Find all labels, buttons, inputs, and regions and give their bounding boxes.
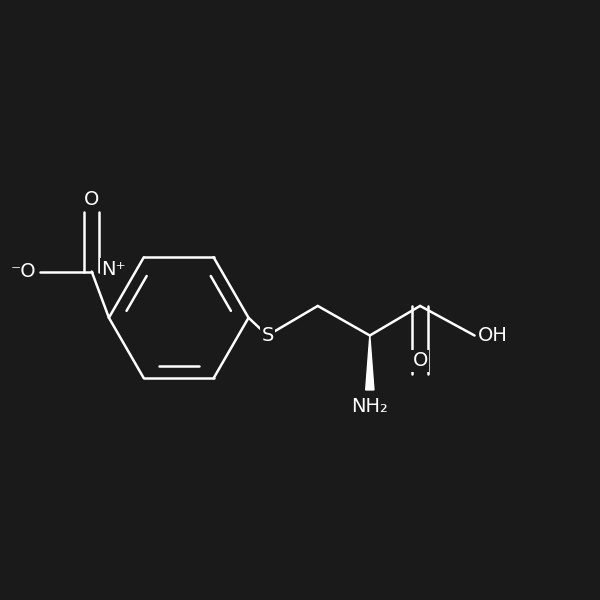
Polygon shape [365, 335, 374, 390]
Text: ⁻O: ⁻O [10, 262, 36, 281]
Text: OH: OH [478, 326, 508, 345]
Text: O: O [84, 190, 100, 209]
Text: N⁺: N⁺ [101, 260, 126, 279]
Text: S: S [261, 326, 274, 345]
Text: O: O [412, 352, 428, 370]
Text: NH₂: NH₂ [352, 397, 388, 416]
